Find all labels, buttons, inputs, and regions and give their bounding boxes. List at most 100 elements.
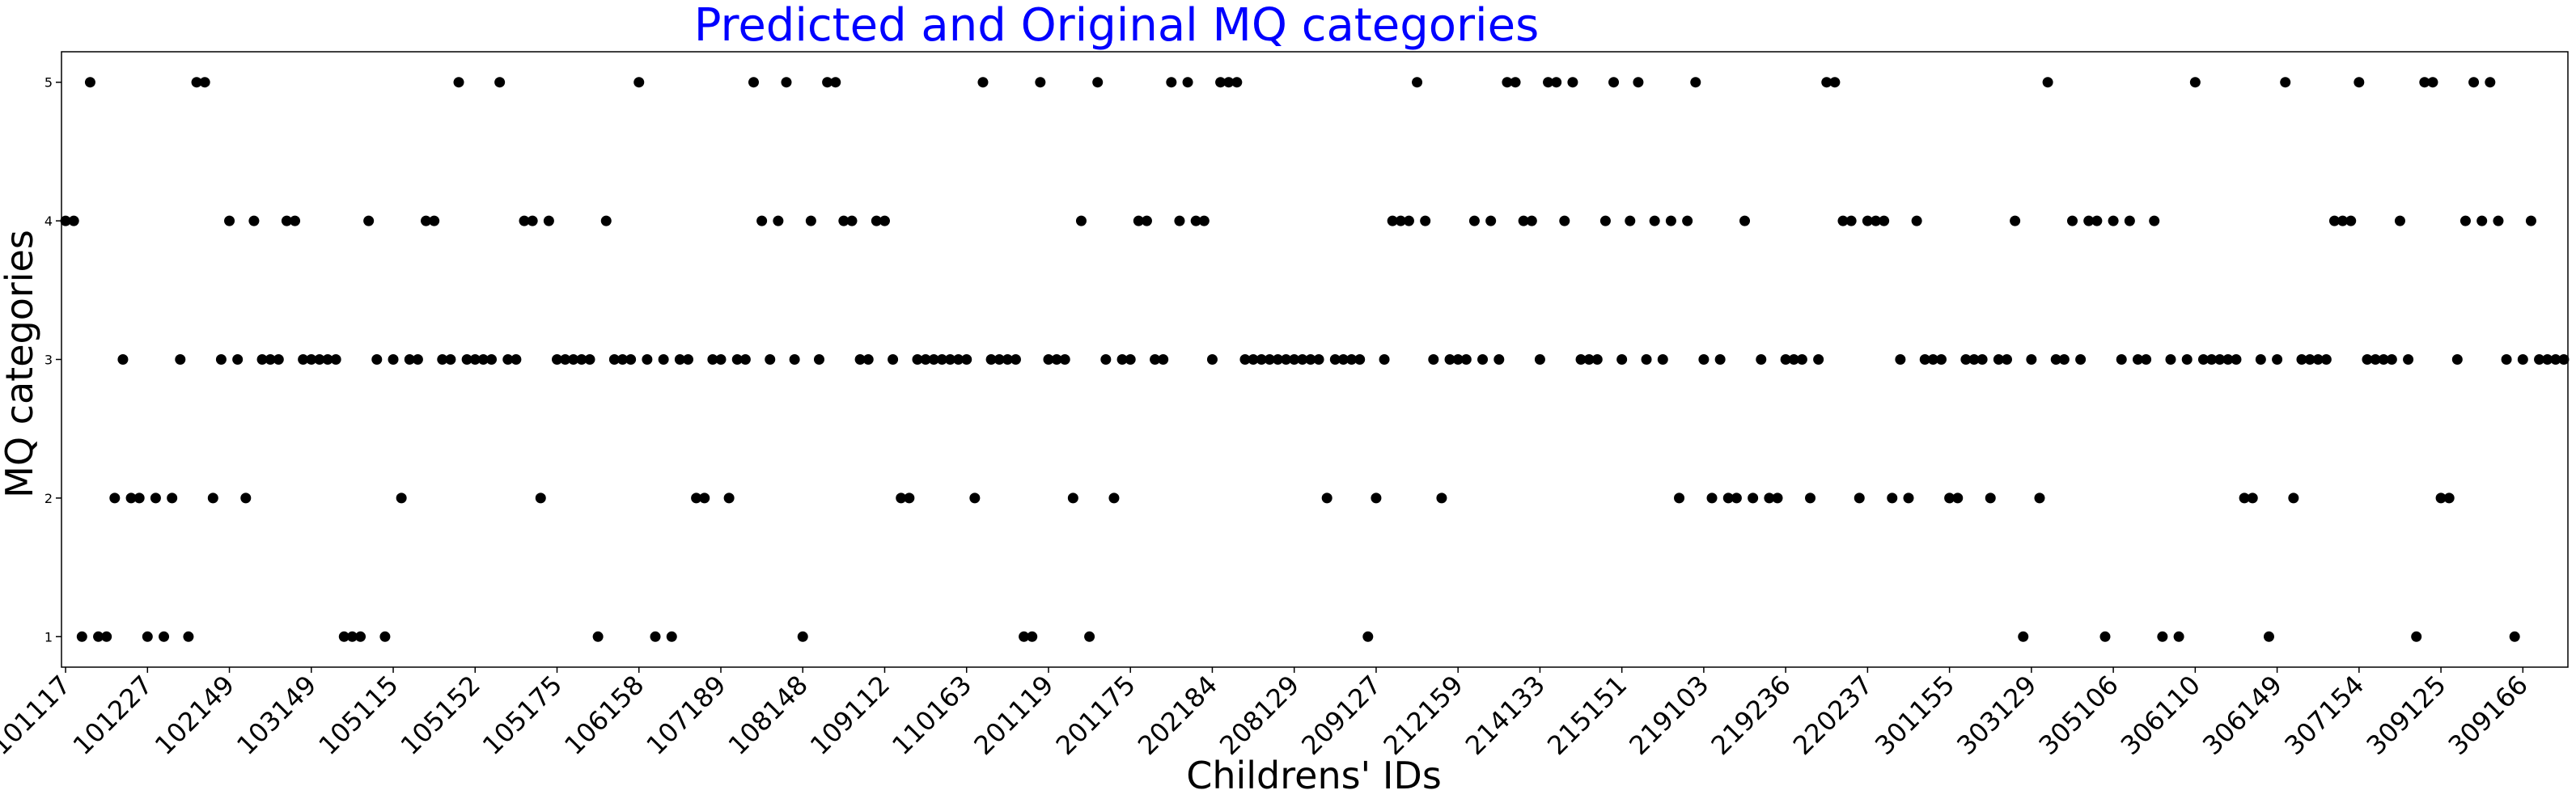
data-point — [715, 354, 727, 365]
data-point — [781, 77, 792, 88]
data-point — [1837, 215, 1849, 226]
data-point — [1452, 354, 1464, 365]
data-point — [76, 631, 87, 642]
data-point — [2066, 215, 2078, 226]
x-tick-label: 108148 — [722, 670, 814, 761]
data-point — [494, 77, 506, 88]
data-point — [953, 354, 964, 365]
data-point — [2304, 354, 2315, 365]
data-point — [1379, 354, 1390, 365]
data-point — [2018, 631, 2029, 642]
data-point — [2558, 354, 2570, 365]
data-point — [371, 354, 383, 365]
data-point — [2493, 215, 2504, 226]
data-point — [2345, 215, 2357, 226]
data-point — [1395, 215, 1406, 226]
data-point — [944, 354, 955, 365]
data-point — [1428, 354, 1439, 365]
x-tick-label: 201175 — [1050, 670, 1142, 761]
data-point — [322, 354, 333, 365]
data-point — [1182, 77, 1193, 88]
data-point — [2468, 77, 2480, 88]
data-point — [2034, 492, 2045, 504]
data-point — [1567, 77, 1578, 88]
data-point — [1354, 354, 1366, 365]
x-tick-label: 305106 — [2033, 670, 2125, 761]
data-point — [2320, 354, 2332, 365]
data-point — [2403, 354, 2414, 365]
data-point — [2411, 631, 2422, 642]
data-point — [1264, 354, 1275, 365]
data-point — [2443, 492, 2455, 504]
data-point — [2141, 354, 2152, 365]
data-point — [2222, 354, 2234, 365]
data-point — [1591, 354, 1603, 365]
data-point — [1133, 215, 1144, 226]
data-point — [568, 354, 579, 365]
data-point — [1788, 354, 1799, 365]
data-point — [338, 631, 350, 642]
x-tick-label: 303129 — [1951, 670, 2042, 761]
x-tick-label: 214133 — [1460, 670, 1551, 761]
data-point — [2075, 354, 2087, 365]
data-point — [1215, 77, 1227, 88]
data-point — [2189, 77, 2201, 88]
data-point — [1043, 354, 1054, 365]
data-point — [2157, 631, 2168, 642]
data-point — [1756, 354, 1767, 365]
data-point — [1927, 354, 1938, 365]
data-point — [421, 215, 432, 226]
x-tick-label: 220237 — [1787, 670, 1879, 761]
data-point — [1502, 77, 1513, 88]
data-point — [1665, 215, 1676, 226]
data-point — [1772, 492, 1783, 504]
data-point — [2386, 354, 2397, 365]
data-point — [1559, 215, 1570, 226]
data-point — [683, 354, 693, 365]
data-point — [543, 215, 554, 226]
data-point — [2525, 215, 2536, 226]
data-point — [232, 354, 244, 365]
data-point — [2459, 215, 2471, 226]
data-point — [1019, 631, 1030, 642]
data-point — [527, 215, 538, 226]
data-point — [2337, 215, 2349, 226]
data-point — [813, 354, 824, 365]
data-point — [101, 631, 112, 642]
data-point — [1854, 492, 1865, 504]
data-point — [765, 354, 776, 365]
data-point — [1337, 354, 1349, 365]
data-point — [2362, 354, 2373, 365]
data-point — [1993, 354, 2004, 365]
x-tick-label: 208129 — [1214, 670, 1305, 761]
data-point — [461, 354, 472, 365]
data-point — [142, 631, 153, 642]
data-point — [1764, 492, 1775, 504]
data-point — [642, 354, 653, 365]
data-point — [2517, 354, 2528, 365]
data-point — [2296, 354, 2307, 365]
data-point — [1206, 354, 1218, 365]
data-point — [2042, 77, 2053, 88]
data-point — [2050, 354, 2061, 365]
x-tick-label: 101227 — [67, 670, 159, 761]
data-point — [1616, 354, 1628, 365]
x-tick-label: 105115 — [312, 670, 404, 761]
data-point — [1468, 215, 1480, 226]
data-point — [1657, 354, 1668, 365]
data-point — [1674, 492, 1685, 504]
data-point — [748, 77, 759, 88]
data-point — [1190, 215, 1201, 226]
data-point — [1305, 354, 1316, 365]
x-axis-label: Childrens' IDs — [1186, 754, 1442, 797]
data-point — [1141, 215, 1152, 226]
x-tick-label: 102149 — [149, 670, 240, 761]
data-point — [1821, 77, 1832, 88]
data-point — [1108, 492, 1120, 504]
data-point — [1477, 354, 1489, 365]
data-point — [1051, 354, 1062, 365]
data-point — [1862, 215, 1873, 226]
data-point — [388, 354, 399, 365]
data-point — [838, 215, 849, 226]
x-tick-label: 106158 — [558, 670, 650, 761]
